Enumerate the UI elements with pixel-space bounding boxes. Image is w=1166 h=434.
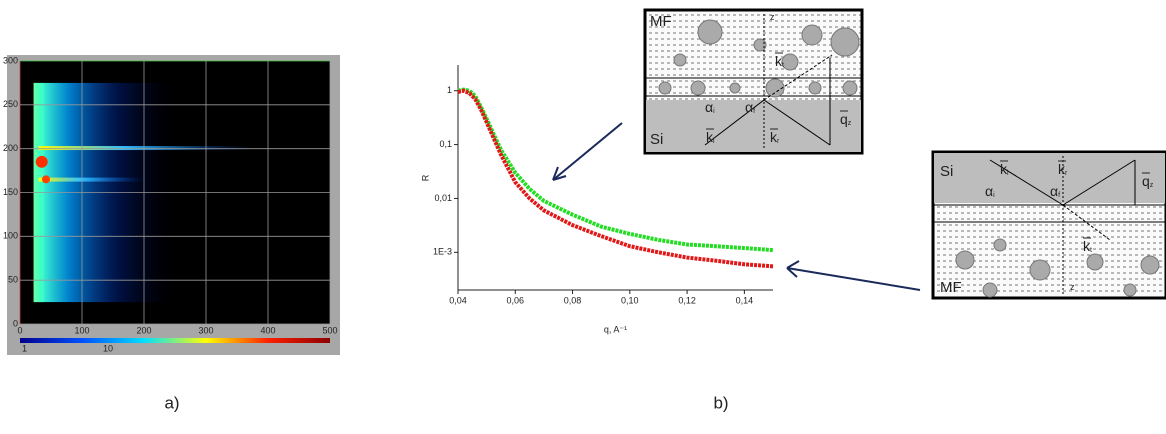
y-tick-label: 0 (13, 318, 18, 328)
inset-label: Si (940, 163, 953, 180)
reflected-ray (1062, 159, 1136, 206)
x-axis-label: q, A⁻¹ (604, 324, 627, 334)
reflected-ray (763, 99, 831, 146)
x-tick-label: 0,08 (564, 295, 582, 305)
inset-label: αi (985, 183, 995, 199)
y-tick-label: 250 (3, 99, 18, 109)
inset-label-text: α (1050, 183, 1058, 199)
x-tick-label: 400 (260, 325, 275, 335)
inset-label-text: k (1000, 161, 1008, 177)
particles (658, 19, 860, 98)
y-tick-label: 1 (447, 85, 452, 95)
incident-ray (704, 99, 765, 146)
colorbar (20, 338, 330, 343)
inset-label-sub: z (848, 120, 852, 127)
inset-label-sub: z (1150, 182, 1154, 189)
panel-b: 0,04 0,06 0,08 0,10 0,12 0,14 1 0,1 0,01 1E-3 Rq, … (420, 65, 774, 334)
inset-label-text: Si (940, 163, 953, 180)
series-line (457, 87, 774, 253)
inset-label: z (770, 12, 775, 22)
inset-label-text: q (1142, 173, 1150, 189)
x-tick-label: 0,12 (678, 295, 696, 305)
inset-label-text: MF (650, 13, 672, 30)
inset-label-sub: f (1058, 192, 1060, 199)
hot-spot (35, 155, 48, 168)
inset-label-sub: i (713, 108, 715, 115)
inset-label-text: MF (940, 279, 962, 296)
x-tick-label: 0 (17, 325, 22, 335)
inset-label: ki (706, 129, 715, 145)
transmitted-ray (763, 54, 833, 101)
substrate (934, 153, 1165, 203)
y-tick-label: 200 (3, 143, 18, 153)
inset-label-sub: f (753, 108, 755, 115)
x-tick-label: 0,10 (621, 295, 639, 305)
inset-label-text: z (770, 12, 775, 22)
caption: a) (164, 393, 179, 412)
streak (38, 177, 144, 182)
inset-label: qz (840, 111, 852, 127)
inset-label-text: k (1058, 161, 1066, 177)
y-tick-label: 300 (3, 55, 18, 65)
inset-label-sub: t (782, 62, 784, 69)
inset-label-text: α (705, 99, 713, 115)
inset-label: kt (1083, 238, 1092, 254)
inset-label-text: k (775, 53, 783, 69)
inset-label-text: k (770, 129, 778, 145)
inset-label-text: z (1070, 282, 1075, 292)
inset-label: qz (1142, 173, 1154, 189)
arrows (552, 122, 921, 291)
y-tick-label: 150 (3, 187, 18, 197)
inset-label: kt (775, 53, 784, 69)
inset-label-sub: i (993, 192, 995, 199)
streak (38, 146, 253, 151)
x-tick-label: 0,06 (507, 295, 525, 305)
incident-ray (989, 159, 1064, 206)
inset-label: αf (1050, 183, 1060, 199)
particles (955, 238, 1160, 298)
y-tick-label: 50 (8, 275, 18, 285)
inset-label-text: k (1083, 238, 1091, 254)
inset-label: αi (705, 99, 715, 115)
y-tick-label: 0,1 (439, 139, 452, 149)
x-tick-label: 500 (322, 325, 337, 335)
panel-a: 0 100 200 300 400 500 0 50 100 150 200 250 300 1 10 (3, 55, 340, 355)
y-axis-label: R (420, 174, 430, 181)
inset-label: ki (1000, 161, 1009, 177)
inset-label-sub: i (713, 138, 715, 145)
inset-label: MF (940, 279, 962, 296)
x-tick-label: 300 (198, 325, 213, 335)
inset-label-text: Si (650, 131, 663, 148)
inset-label: kr (770, 129, 780, 145)
x-tick-label: 0,14 (736, 295, 754, 305)
colorbar-label: 10 (103, 343, 113, 353)
x-tick-label: 0,04 (449, 295, 467, 305)
inset-label: Si (650, 131, 663, 148)
inset-label-sub: r (777, 138, 780, 145)
x-tick-label: 100 (74, 325, 89, 335)
y-tick-label: 100 (3, 231, 18, 241)
inset-label: MF (650, 13, 672, 30)
y-tick-label: 1E-3 (433, 247, 452, 257)
y-tick-label: 0,01 (434, 193, 452, 203)
inset-label: kr (1058, 161, 1068, 177)
hot-spot (42, 175, 51, 184)
inset-label-text: α (985, 183, 993, 199)
inset-label-text: k (706, 129, 714, 145)
inset-label-sub: t (1090, 247, 1092, 254)
inset-label-sub: i (1007, 170, 1009, 177)
x-tick-label: 200 (136, 325, 151, 335)
series-line (457, 88, 774, 269)
inset-label-text: q (840, 111, 848, 127)
colorbar-label: 1 (22, 343, 27, 353)
caption: b) (713, 393, 728, 412)
inset-label: αf (745, 99, 755, 115)
inset-label: z (1070, 282, 1075, 292)
inset-label-sub: r (1065, 170, 1068, 177)
substrate (646, 100, 861, 152)
inset-label-text: α (745, 99, 753, 115)
